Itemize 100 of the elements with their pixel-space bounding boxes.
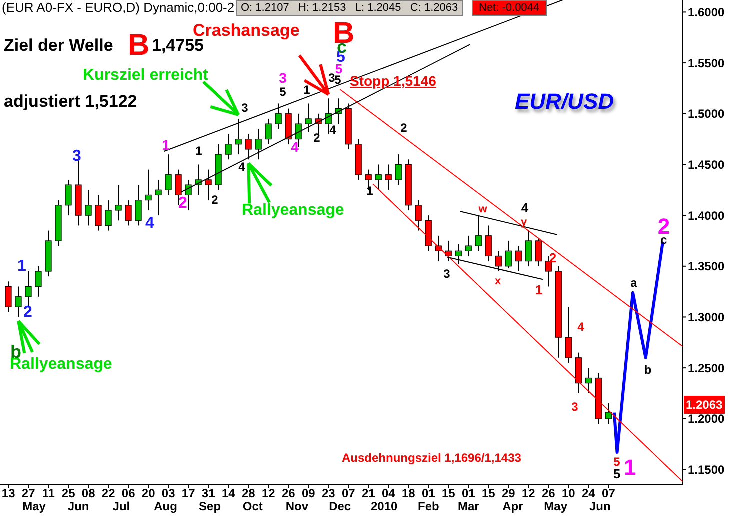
x2-tick-label: Jun: [68, 500, 90, 514]
annotation: 4: [578, 320, 584, 334]
annotation: 1: [196, 144, 202, 158]
x-tick-label: 17: [182, 486, 196, 501]
x-tick-label: 18: [402, 486, 416, 501]
x-tick-label: 25: [62, 486, 76, 501]
annotation: 2: [400, 121, 408, 135]
y-tick-label: 1.4500: [688, 158, 726, 172]
annotation: 5: [280, 85, 286, 99]
y-tick-label: 1.5500: [688, 56, 726, 70]
x-tick-label: 12: [522, 486, 536, 501]
y-tick-label: 1.6000: [688, 5, 726, 20]
candlestick: [265, 118, 272, 145]
x2-tick-label: Aug: [154, 500, 178, 514]
annotation: Net: -0.0044: [472, 0, 547, 16]
candlestick: [415, 200, 422, 232]
x2-tick-label: Apr: [502, 500, 524, 514]
annotation: 4: [330, 123, 336, 137]
candlestick: [225, 134, 232, 160]
x2-tick-label: Sep: [199, 500, 222, 514]
x-tick-label: 15: [442, 486, 456, 501]
candlestick: [145, 169, 152, 211]
annotation: Ziel der Welle: [4, 36, 114, 56]
x-tick-label: 23: [322, 486, 336, 501]
x-tick-label: 12: [262, 486, 276, 501]
annotation: 3: [242, 101, 248, 115]
x-tick-label: 21: [362, 486, 376, 501]
candlestick: [605, 402, 612, 424]
annotation: B: [128, 29, 150, 62]
annotation: 3: [72, 148, 82, 165]
x-tick-label: 22: [102, 486, 116, 501]
annotation: EUR/USD: [515, 89, 614, 114]
candlestick: [125, 200, 132, 226]
candlestick: [155, 179, 162, 216]
x2-tick-label: Dec: [329, 500, 352, 514]
annotation: 3: [279, 70, 287, 86]
x2-tick-label: Jul: [112, 500, 130, 514]
x-tick-label: 26: [542, 486, 556, 501]
annotation: 2: [178, 195, 188, 212]
annotation: Stopp 1,5146: [350, 73, 436, 90]
candlestick: [255, 128, 262, 160]
candlestick: [535, 237, 542, 267]
x-tick-label: 20: [142, 486, 156, 501]
annotation: O: 1.2107 H: 1.2153 L: 1.2045 C: 1.2063: [236, 0, 464, 16]
annotation: 3: [572, 400, 578, 414]
x-tick-label: 06: [122, 486, 136, 501]
y-tick-label: 1.3000: [688, 310, 726, 324]
x-tick-label: 15: [482, 486, 496, 501]
annotation: x: [494, 276, 502, 288]
candlestick: [85, 190, 92, 226]
annotation: 4: [146, 215, 154, 232]
annotation: 1: [624, 455, 636, 480]
x-tick-label: 29: [502, 486, 516, 501]
x2-tick-label: Nov: [286, 500, 309, 514]
candlestick: [465, 235, 472, 257]
y-tick-label: 1.2000: [688, 412, 726, 426]
candlestick: [515, 246, 522, 272]
annotation: 1: [535, 282, 543, 298]
annotation: 5: [614, 455, 620, 469]
y-tick-label: 1.3500: [688, 260, 726, 274]
annotation: b: [644, 363, 652, 377]
y-tick-label: 1.1500: [688, 463, 726, 478]
candlestick: [95, 194, 102, 232]
annotation: 4: [521, 200, 529, 216]
annotation: 4: [238, 160, 246, 174]
candlestick: [385, 164, 392, 191]
x-tick-label: 31: [202, 486, 216, 501]
annotation: 4: [291, 139, 299, 155]
x2-tick-label: 2010: [371, 500, 398, 514]
x-tick-label: 03: [162, 486, 176, 501]
x-tick-label: 24: [582, 486, 596, 501]
x2-tick-label: Oct: [242, 500, 263, 514]
candlestick: [105, 200, 112, 232]
text: 1.2063: [684, 396, 725, 414]
candlestick: [245, 134, 252, 160]
x2-tick-label: Feb: [418, 500, 440, 514]
x-tick-label: 10: [562, 486, 576, 501]
x-tick-label: 07: [342, 486, 356, 501]
x-tick-label: 26: [282, 486, 296, 501]
candlestick: [305, 103, 312, 133]
candlestick: [565, 306, 572, 364]
annotation: 5: [613, 466, 621, 482]
annotation: w: [478, 204, 488, 216]
annotation: Ausdehnungsziel 1,1696/1,1433: [342, 451, 522, 466]
candlestick: [65, 179, 72, 216]
x-tick-label: 11: [42, 486, 56, 501]
annotation: 3: [444, 267, 450, 281]
candlestick: [505, 240, 512, 269]
candlestick: [115, 184, 122, 222]
y-tick-label: 1.4000: [688, 208, 726, 223]
candlestick: [5, 281, 12, 313]
x-tick-label: 01: [422, 486, 436, 501]
candlestick: [165, 154, 172, 196]
annotation: a: [630, 276, 638, 290]
annotation: 1: [162, 137, 170, 153]
annotation: Kursziel erreicht: [83, 67, 208, 85]
annotation: y: [520, 216, 528, 228]
candlestick: [275, 103, 282, 130]
y-tick-label: 1.2500: [688, 361, 726, 376]
x-tick-label: 28: [242, 486, 256, 501]
